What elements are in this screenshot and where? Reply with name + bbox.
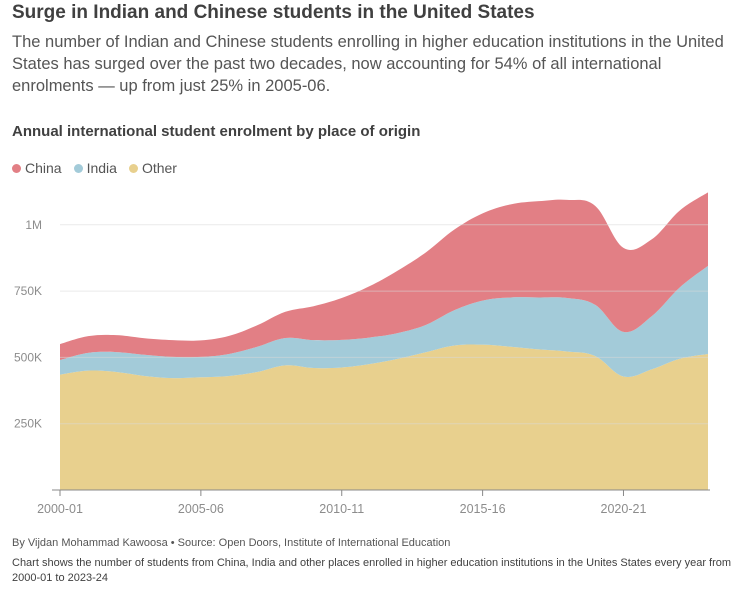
chart-subtitle: The number of Indian and Chinese student…: [12, 33, 724, 95]
x-tick-label: 2005-06: [178, 502, 224, 516]
x-tick-label: 2000-01: [37, 502, 83, 516]
y-tick-label: 1M: [25, 218, 42, 232]
legend-label-india: India: [86, 160, 117, 176]
legend-item-china: China: [12, 160, 62, 176]
legend-swatch-india: [73, 163, 83, 173]
chart-title: Annual international student enrolment b…: [12, 123, 421, 140]
x-tick-label: 2015-16: [460, 502, 506, 516]
x-tick-label: 2010-11: [319, 502, 364, 516]
legend-label-other: Other: [141, 160, 177, 176]
area-series-china: [60, 192, 708, 361]
legend-item-india: India: [73, 160, 117, 176]
legend-swatch-china: [12, 163, 21, 173]
legend-item-other: Other: [128, 160, 177, 176]
area-series-india: [60, 265, 708, 379]
legend-label-china: China: [25, 160, 62, 176]
y-tick-label: 250K: [14, 417, 42, 431]
chart-byline: By Vijdan Mohammad Kawoosa • Source: Ope…: [12, 537, 451, 549]
legend-swatch-other: [128, 163, 138, 173]
y-tick-label: 750K: [14, 284, 42, 298]
y-tick-label: 500K: [14, 350, 42, 364]
chart-legend: China India Other: [12, 160, 177, 176]
chart-headline: Surge in Indian and Chinese students in …: [12, 2, 535, 23]
chart-note: Chart shows the number of students from …: [12, 557, 732, 584]
x-tick-label: 2020-21: [601, 502, 647, 516]
area-series-other: [60, 344, 708, 490]
